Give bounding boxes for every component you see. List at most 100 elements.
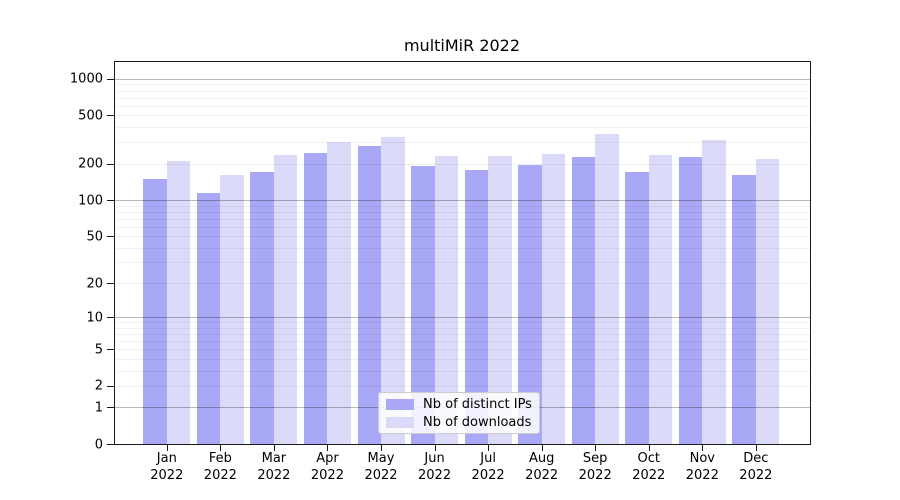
legend-label-downloads: Nb of downloads xyxy=(423,414,532,430)
y-axis-tick xyxy=(107,283,114,285)
minor-gridline xyxy=(114,211,810,213)
bar-downloads-jul xyxy=(488,155,512,444)
x-axis-tick xyxy=(648,444,650,451)
minor-gridline xyxy=(114,349,810,351)
bar-distinct-ips-oct xyxy=(625,171,649,444)
bar-downloads-oct xyxy=(648,155,673,444)
bar-downloads-dec xyxy=(755,159,780,444)
bar-downloads-feb xyxy=(220,174,244,444)
bar-distinct-ips-sep xyxy=(571,156,596,444)
x-axis-tick xyxy=(541,444,543,451)
bar-distinct-ips-aug xyxy=(518,165,542,444)
bar-downloads-may xyxy=(381,136,405,444)
minor-gridline xyxy=(114,127,810,129)
bar-downloads-jan xyxy=(166,161,191,444)
y-axis-tick-label: 10 xyxy=(86,310,103,326)
x-axis-tick-label: Jan 2022 xyxy=(150,451,184,483)
minor-gridline xyxy=(114,334,810,336)
x-axis-tick xyxy=(434,444,436,451)
minor-gridline xyxy=(114,163,810,165)
y-axis-tick-label: 5 xyxy=(94,342,103,358)
bar-distinct-ips-jan xyxy=(143,178,167,444)
minor-gridline xyxy=(114,262,810,264)
minor-gridline xyxy=(114,236,810,238)
bar-distinct-ips-mar xyxy=(250,171,274,444)
y-axis-tick-label: 1000 xyxy=(69,71,103,87)
x-axis-tick xyxy=(702,444,704,451)
x-axis-tick-label: Aug 2022 xyxy=(525,451,559,483)
minor-gridline xyxy=(114,322,810,324)
y-axis-tick xyxy=(107,407,114,409)
x-axis-tick-label: Sep 2022 xyxy=(578,451,612,483)
y-axis-tick xyxy=(107,385,114,387)
minor-gridline xyxy=(114,84,810,86)
bar-distinct-ips-may xyxy=(357,145,381,444)
x-axis-tick xyxy=(220,444,222,451)
legend-swatch-downloads xyxy=(386,416,414,428)
minor-gridline xyxy=(114,385,810,387)
minor-gridline xyxy=(114,226,810,228)
bar-distinct-ips-jul xyxy=(464,170,489,444)
minor-gridline xyxy=(114,218,810,220)
y-axis-tick-label: 200 xyxy=(78,156,103,172)
x-axis-tick-label: Mar 2022 xyxy=(257,451,291,483)
x-axis-tick xyxy=(488,444,490,451)
bar-distinct-ips-jun xyxy=(411,165,435,444)
y-axis-tick-label: 500 xyxy=(78,108,103,124)
bar-downloads-nov xyxy=(702,139,726,444)
x-axis-tick-label: Apr 2022 xyxy=(310,451,344,483)
legend: Nb of distinct IPs Nb of downloads xyxy=(378,392,540,434)
minor-gridline xyxy=(114,115,810,117)
y-axis-tick-label: 20 xyxy=(86,276,103,292)
minor-gridline xyxy=(114,97,810,99)
chart-title: multiMiR 2022 xyxy=(403,36,521,55)
minor-gridline xyxy=(114,341,810,343)
y-axis-tick xyxy=(107,200,114,202)
minor-gridline xyxy=(114,105,810,107)
major-gridline xyxy=(114,200,810,202)
bar-downloads-aug xyxy=(541,154,566,444)
x-axis-tick-label: Jun 2022 xyxy=(418,451,452,483)
minor-gridline xyxy=(114,247,810,249)
major-gridline xyxy=(114,317,810,319)
minor-gridline xyxy=(114,327,810,329)
x-axis-tick-label: May 2022 xyxy=(364,451,398,483)
legend-item-distinct-ips: Nb of distinct IPs xyxy=(379,397,539,412)
y-axis-tick-label: 2 xyxy=(94,378,103,394)
y-axis-tick-label: 1 xyxy=(94,400,103,416)
minor-gridline xyxy=(114,370,810,372)
legend-label-distinct-ips: Nb of distinct IPs xyxy=(423,396,532,412)
minor-gridline xyxy=(114,90,810,92)
minor-gridline xyxy=(114,358,810,360)
minor-gridline xyxy=(114,142,810,144)
x-axis-tick-label: Oct 2022 xyxy=(632,451,666,483)
y-axis-tick xyxy=(107,78,114,80)
bar-downloads-jun xyxy=(434,155,459,444)
x-axis-tick xyxy=(327,444,329,451)
x-axis-tick xyxy=(166,444,168,451)
bar-distinct-ips-dec xyxy=(732,175,756,444)
y-axis-tick-label: 100 xyxy=(78,193,103,209)
bar-distinct-ips-nov xyxy=(678,156,703,444)
x-axis-tick xyxy=(273,444,275,451)
x-axis-tick-label: Nov 2022 xyxy=(685,451,719,483)
bar-downloads-sep xyxy=(595,134,619,444)
y-axis-tick xyxy=(107,115,114,117)
y-axis-tick xyxy=(107,444,114,445)
x-axis-tick-label: Jul 2022 xyxy=(471,451,505,483)
bar-distinct-ips-apr xyxy=(303,152,328,444)
x-axis-tick-label: Feb 2022 xyxy=(203,451,237,483)
minor-gridline xyxy=(114,205,810,207)
y-axis-tick xyxy=(107,349,114,351)
bar-distinct-ips-feb xyxy=(196,193,221,444)
x-axis-tick-label: Dec 2022 xyxy=(739,451,773,483)
bar-downloads-apr xyxy=(327,142,351,444)
y-axis-tick-label: 50 xyxy=(86,229,103,245)
legend-swatch-distinct-ips xyxy=(386,398,414,410)
bar-downloads-mar xyxy=(273,154,298,444)
legend-item-downloads: Nb of downloads xyxy=(379,415,539,430)
y-axis-tick xyxy=(107,317,114,319)
x-axis-tick xyxy=(595,444,597,451)
y-axis-tick-label: 0 xyxy=(94,437,103,452)
